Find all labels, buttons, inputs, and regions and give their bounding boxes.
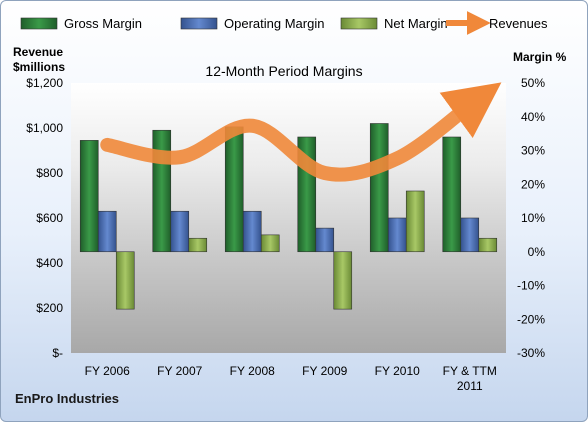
operating-margin-bar — [387, 217, 407, 253]
gross-margin-bar — [442, 136, 462, 253]
legend-label: Gross Margin — [64, 16, 142, 31]
right-tick-label: -10% — [517, 279, 545, 293]
right-tick-label: 50% — [521, 76, 545, 90]
left-tick-label: $- — [52, 346, 63, 360]
operating-margin-bar — [170, 210, 190, 253]
category-label: FY 2010 — [375, 364, 420, 378]
left-tick-label: $200 — [36, 301, 63, 315]
left-axis-title: Revenue $millions — [13, 45, 66, 74]
right-axis: -30% -20% -10% 0% 10% 20% 30% 40% 50% — [517, 76, 545, 360]
left-tick-label: $800 — [36, 166, 63, 180]
net-margin-bar — [188, 237, 208, 253]
category-label: FY 2006 — [85, 364, 130, 378]
gross-margin-bar — [224, 126, 244, 253]
left-tick-label: $1,200 — [26, 76, 63, 90]
legend-label: Operating Margin — [224, 16, 324, 31]
company-name: EnPro Industries — [15, 391, 119, 406]
legend-label: Revenues — [489, 16, 548, 31]
right-tick-label: -30% — [517, 346, 545, 360]
right-tick-label: -20% — [517, 312, 545, 326]
right-tick-label: 30% — [521, 144, 545, 158]
right-tick-label: 20% — [521, 177, 545, 191]
operating-margin-bar — [97, 210, 117, 253]
legend-swatch — [340, 17, 378, 30]
category-label: FY 2007 — [157, 364, 202, 378]
gross-margin-bar — [79, 140, 99, 253]
revenues-line — [100, 82, 502, 182]
category-label: FY & TTM 2011 — [443, 364, 497, 393]
category-label: FY 2008 — [230, 364, 275, 378]
right-tick-label: 40% — [521, 110, 545, 124]
category-label: FY 2009 — [302, 364, 347, 378]
operating-margin-bar — [315, 227, 335, 253]
legend: Gross Margin Operating Margin Net Margin Re… — [20, 11, 548, 35]
left-tick-label: $1,000 — [26, 121, 63, 135]
operating-margin-bar — [460, 217, 480, 253]
net-margin-bar — [260, 234, 280, 253]
gross-margin-bar — [369, 123, 389, 253]
legend-label: Net Margin — [384, 16, 448, 31]
operating-margin-bar — [242, 210, 262, 253]
net-margin-bar — [405, 190, 425, 253]
right-axis-title: Margin % — [513, 50, 567, 64]
left-axis: $- $200 $400 $600 $800 $1,000 $1,200 — [26, 76, 63, 360]
left-tick-label: $400 — [36, 256, 63, 270]
chart-title: 12-Month Period Margins — [205, 63, 362, 79]
left-tick-label: $600 — [36, 211, 63, 225]
category-labels: FY 2006 FY 2007 FY 2008 FY 2009 FY 2010 FY & … — [85, 364, 497, 393]
legend-swatch — [20, 17, 58, 30]
legend-swatch — [180, 17, 218, 30]
net-margin-bar — [478, 237, 498, 253]
net-margin-bar — [333, 251, 353, 310]
gross-margin-bar — [152, 129, 172, 253]
right-tick-label: 0% — [528, 245, 546, 259]
right-tick-label: 10% — [521, 211, 545, 225]
revenue-line — [100, 82, 502, 182]
net-margin-bar — [115, 251, 135, 310]
